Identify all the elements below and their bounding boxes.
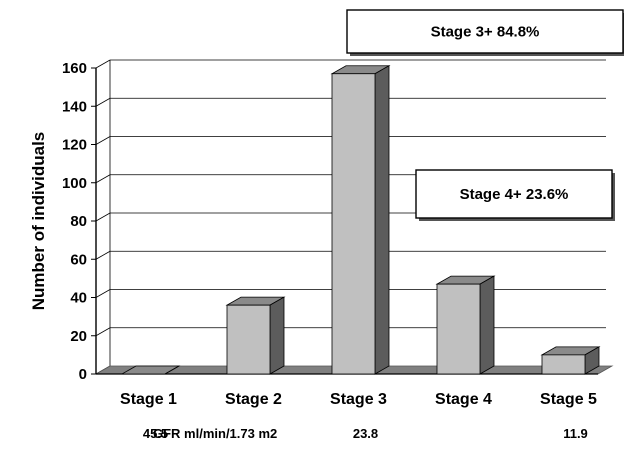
annotation-frame — [346, 9, 624, 54]
bar-3 — [330, 65, 391, 375]
wall-connector — [95, 289, 111, 298]
bar-front — [331, 73, 376, 375]
gfr-value: 23.8 — [353, 426, 378, 441]
y-tick-label: 20 — [70, 328, 87, 345]
bar-side — [479, 275, 495, 375]
y-axis-title: Number of individuals — [29, 132, 48, 311]
x-tick-label: Stage 3 — [330, 391, 387, 408]
wall-connector — [95, 59, 111, 69]
y-tick-label: 160 — [62, 60, 87, 77]
wall-connector — [95, 136, 111, 145]
annotation-text: Stage 4+ 23.6% — [460, 186, 569, 203]
bar-side — [269, 296, 285, 375]
wall-connector — [95, 97, 111, 107]
wall-connector — [95, 327, 111, 337]
bar-side — [164, 365, 180, 375]
gfr-value: 11.9 — [563, 426, 588, 441]
y-tick-label: 60 — [70, 251, 87, 268]
y-tick-label: 100 — [62, 175, 87, 192]
bar-front — [541, 354, 586, 375]
y-tick-label: 120 — [62, 137, 87, 154]
wall-connector — [95, 212, 111, 222]
x-tick-label: Stage 1 — [120, 391, 177, 408]
x-tick-label: Stage 5 — [540, 391, 597, 408]
bar-2 — [225, 296, 286, 375]
x-tick-label: Stage 4 — [435, 391, 492, 408]
bar-1 — [120, 365, 181, 375]
y-tick-label: 40 — [70, 290, 87, 307]
bar-front — [436, 283, 481, 375]
annotation-box-2: Stage 4+ 23.6% — [415, 169, 615, 221]
bar-side — [374, 65, 390, 375]
bar-front — [226, 304, 271, 375]
bar-4 — [435, 275, 496, 375]
y-tick-label: 80 — [70, 213, 87, 230]
x-tick-label: Stage 2 — [225, 391, 282, 408]
annotation-box-1: Stage 3+ 84.8% — [346, 9, 624, 56]
y-tick-label: 140 — [62, 98, 87, 115]
annotation-frame — [415, 169, 613, 219]
bar-5 — [540, 346, 601, 375]
gfr-label: GFR ml/min/1.73 m2 — [153, 426, 277, 441]
y-tick-label: 0 — [79, 366, 87, 383]
gfr-value: 45.5 — [143, 426, 168, 441]
annotation-text: Stage 3+ 84.8% — [431, 24, 540, 41]
wall-connector — [95, 250, 111, 260]
wall-connector — [95, 174, 111, 184]
